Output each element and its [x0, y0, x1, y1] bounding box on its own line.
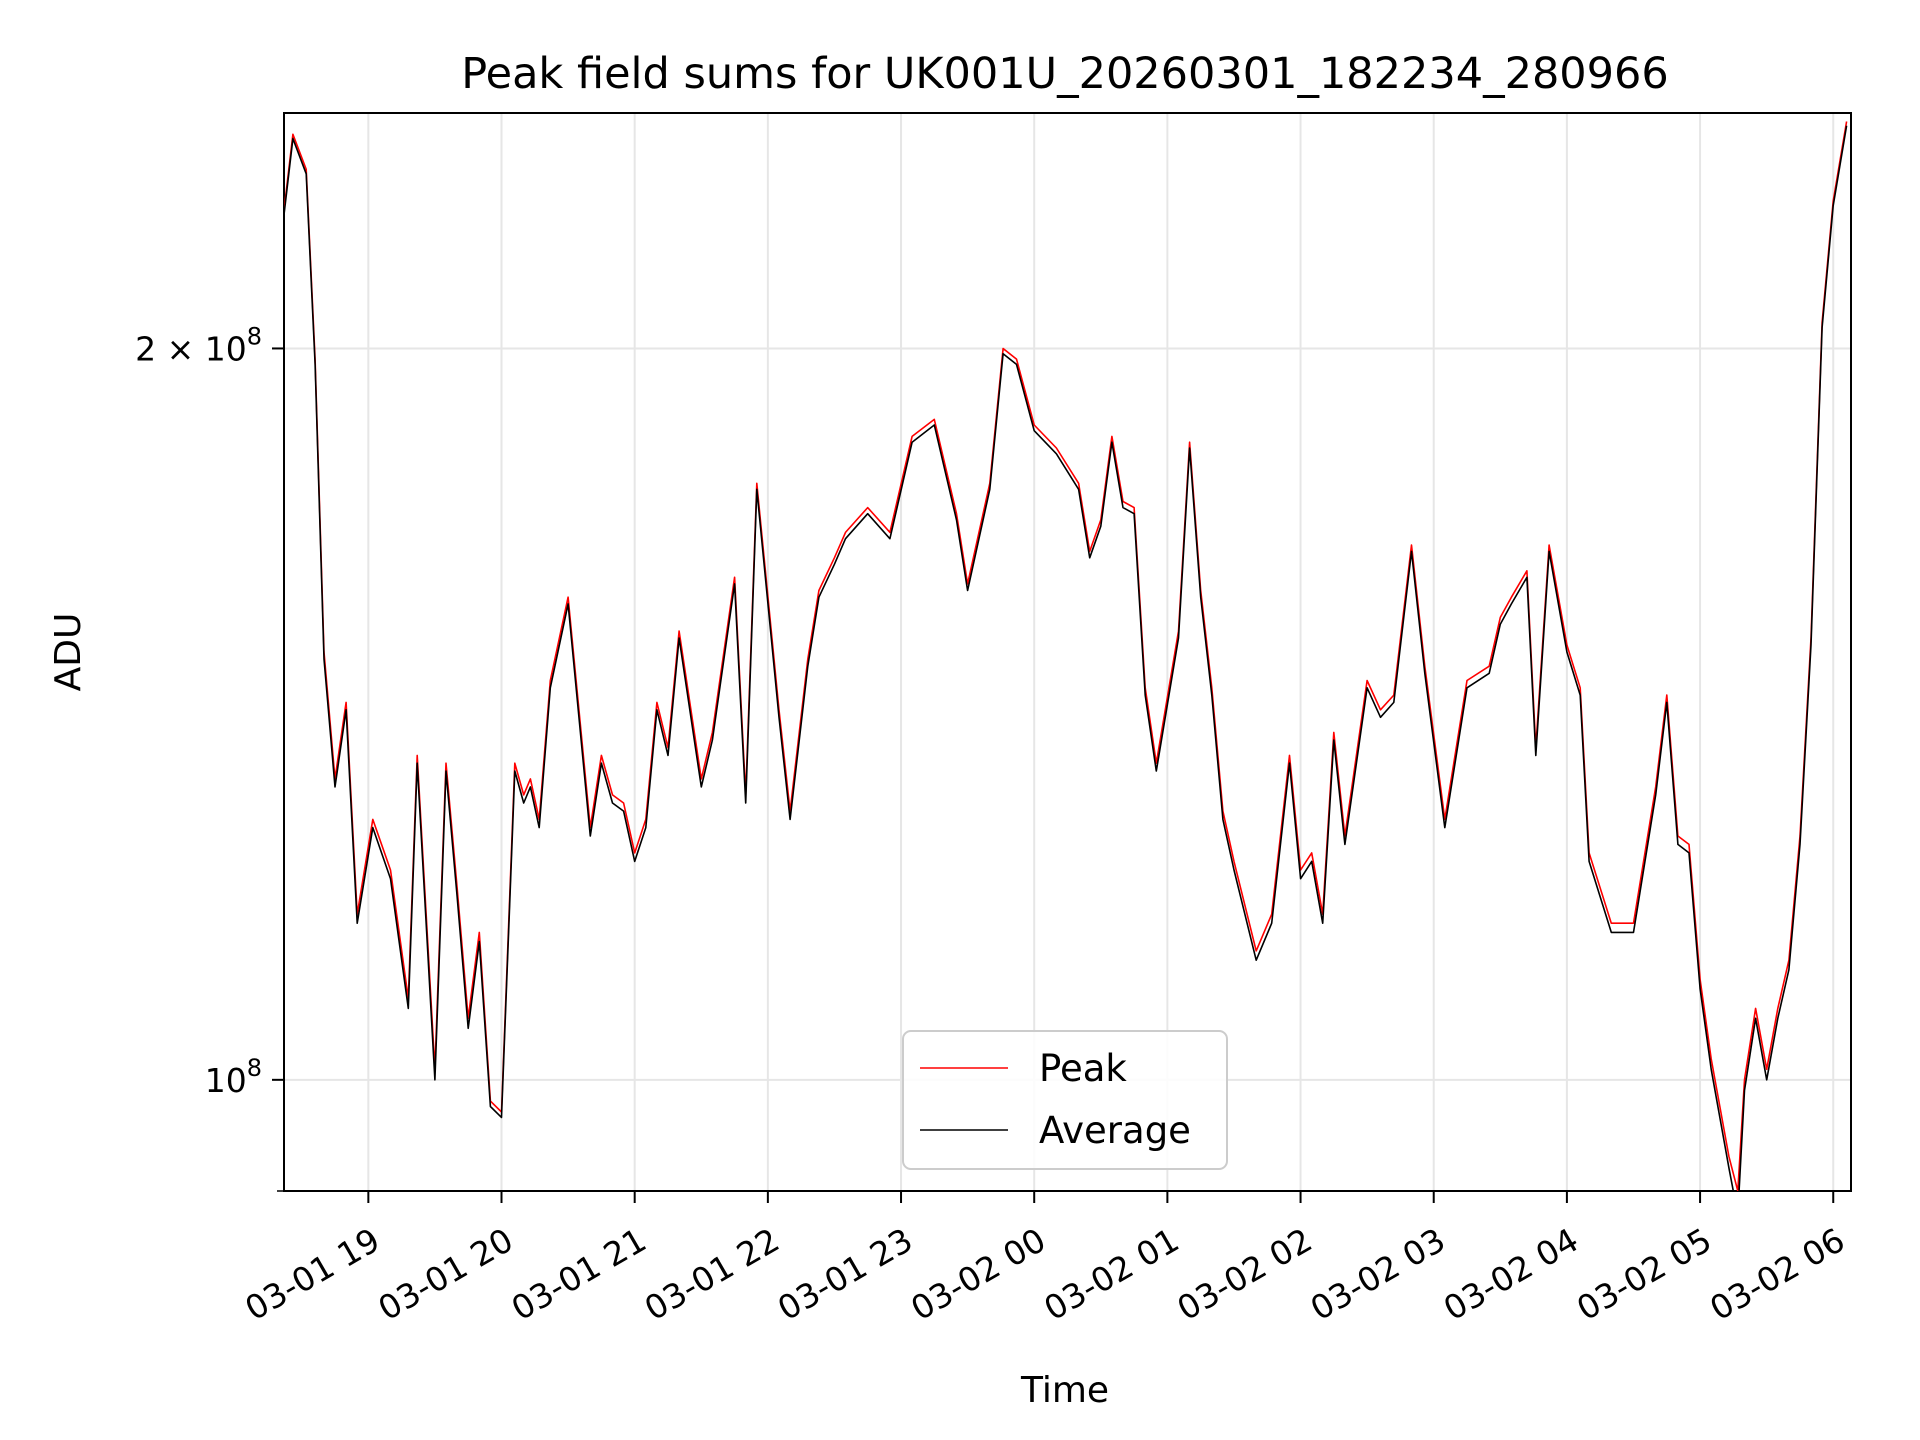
legend: Peak Average: [902, 1030, 1228, 1170]
legend-label-peak: Peak: [1039, 1047, 1127, 1090]
series-layer: [284, 121, 1848, 1191]
chart-title: Peak field sums for UK001U_20260301_1822…: [461, 49, 1669, 99]
plot-area: [283, 112, 1852, 1192]
y-tick-label-base: 2 × 10: [135, 329, 247, 368]
y-tick-label: 108: [205, 1054, 262, 1100]
y-tick-label: 2 × 108: [135, 322, 262, 368]
y-tick-label-exponent: 8: [247, 322, 262, 350]
series-line-average: [284, 125, 1848, 1191]
y-axis-label: ADU: [48, 613, 89, 692]
legend-box: [902, 1030, 1228, 1170]
y-tick-label-exponent: 8: [247, 1054, 262, 1082]
x-axis-label: Time: [1020, 1370, 1109, 1411]
legend-label-average: Average: [1039, 1109, 1191, 1152]
y-tick-label-base: 10: [205, 1061, 247, 1100]
